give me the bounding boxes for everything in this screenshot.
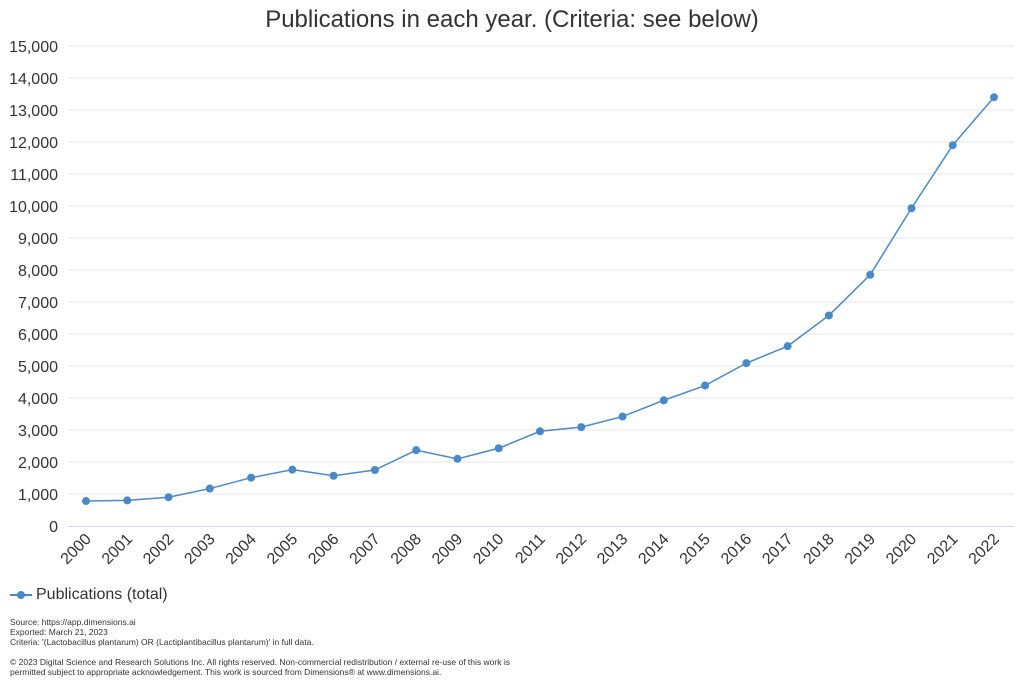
legend-line-dot-icon — [10, 589, 32, 601]
x-tick-label: 2001 — [99, 531, 136, 568]
data-point[interactable] — [123, 496, 132, 505]
series-publications — [82, 93, 998, 506]
data-point[interactable] — [453, 454, 462, 463]
chart-title: Publications in each year. (Criteria: se… — [265, 6, 759, 33]
y-axis: 0 1,000 2,000 3,000 4,000 5,000 6,000 7,000 8,00… — [9, 39, 58, 536]
x-tick-label: 2016 — [718, 531, 755, 568]
data-point[interactable] — [907, 204, 916, 213]
data-point[interactable] — [783, 342, 792, 351]
x-tick-label: 2008 — [388, 531, 425, 568]
y-tick-label: 3,000 — [18, 423, 58, 440]
x-tick-label: 2020 — [883, 531, 920, 568]
x-tick-label: 2011 — [512, 531, 548, 567]
x-tick-label: 2004 — [223, 531, 260, 568]
y-tick-label: 1,000 — [18, 487, 58, 504]
y-tick-label: 4,000 — [18, 391, 58, 408]
x-tick-label: 2009 — [429, 531, 466, 568]
x-tick-label: 2002 — [140, 531, 177, 568]
x-tick-label: 2003 — [181, 531, 218, 568]
y-tick-label: 5,000 — [18, 359, 58, 376]
gridlines — [68, 45, 1014, 495]
x-tick-label: 2000 — [58, 531, 95, 568]
data-point[interactable] — [536, 427, 544, 436]
y-tick-label: 15,000 — [9, 39, 58, 56]
series-line — [85, 96, 995, 502]
y-tick-label: 10,000 — [9, 199, 58, 216]
y-tick-label: 12,000 — [9, 135, 58, 152]
legend[interactable]: Publications (total) — [10, 584, 168, 606]
x-tick-label: 2017 — [759, 531, 796, 568]
x-tick-label: 2006 — [305, 531, 342, 568]
x-tick-label: 2015 — [677, 531, 714, 568]
data-point[interactable] — [866, 270, 875, 279]
x-tick-label: 2014 — [635, 531, 672, 568]
copyright-line-2: permitted subject to appropriate acknowl… — [10, 667, 442, 677]
x-tick-label: 2005 — [264, 531, 301, 568]
source-notes: Source: https://app.dimensions.ai Export… — [10, 617, 314, 647]
data-point[interactable] — [247, 473, 256, 482]
data-point[interactable] — [618, 412, 627, 421]
x-tick-label: 2012 — [553, 531, 590, 568]
x-axis: 2000 2001 2002 2003 2004 2005 2006 2007 2008 2009… — [58, 526, 1014, 568]
y-tick-label: 6,000 — [18, 327, 58, 344]
source-text: Source: https://app.dimensions.ai — [10, 617, 136, 627]
data-point[interactable] — [659, 396, 668, 405]
x-tick-label: 2021 — [924, 531, 961, 568]
data-point[interactable] — [494, 444, 503, 453]
x-tick-label: 2022 — [966, 531, 1003, 568]
y-tick-label: 8,000 — [18, 263, 58, 280]
data-point[interactable] — [701, 381, 710, 390]
data-point[interactable] — [164, 493, 173, 502]
data-point[interactable] — [990, 93, 998, 102]
exported-text: Exported: March 21, 2023 — [10, 627, 108, 637]
y-tick-label: 7,000 — [18, 295, 58, 312]
data-point[interactable] — [742, 359, 751, 368]
data-point[interactable] — [329, 471, 338, 480]
data-point[interactable] — [370, 466, 379, 474]
x-tick-label: 2018 — [801, 531, 838, 568]
copyright-notice: © 2023 Digital Science and Research Solu… — [10, 657, 510, 677]
data-point[interactable] — [288, 465, 297, 474]
x-tick-label: 2010 — [470, 531, 507, 568]
data-point[interactable] — [577, 423, 586, 432]
data-point[interactable] — [82, 497, 90, 506]
legend-label: Publications (total) — [36, 586, 168, 603]
y-tick-label: 2,000 — [18, 455, 58, 472]
data-point[interactable] — [824, 311, 833, 320]
data-point[interactable] — [948, 141, 957, 150]
y-tick-label: 13,000 — [9, 103, 58, 120]
data-point[interactable] — [412, 446, 421, 455]
x-tick-label: 2019 — [842, 531, 879, 568]
line-chart: 0 1,000 2,000 3,000 4,000 5,000 6,000 7,000 8,00… — [9, 39, 1014, 568]
data-point[interactable] — [205, 484, 214, 493]
criteria-text: Criteria: '(Lactobacillus plantarum) OR … — [10, 637, 314, 647]
y-tick-label: 11,000 — [10, 167, 58, 184]
y-tick-label: 0 — [49, 519, 58, 536]
y-tick-label: 9,000 — [18, 231, 58, 248]
x-tick-label: 2007 — [347, 531, 384, 568]
x-tick-label: 2013 — [594, 531, 631, 568]
copyright-line-1: © 2023 Digital Science and Research Solu… — [10, 657, 510, 667]
y-tick-label: 14,000 — [9, 71, 58, 88]
